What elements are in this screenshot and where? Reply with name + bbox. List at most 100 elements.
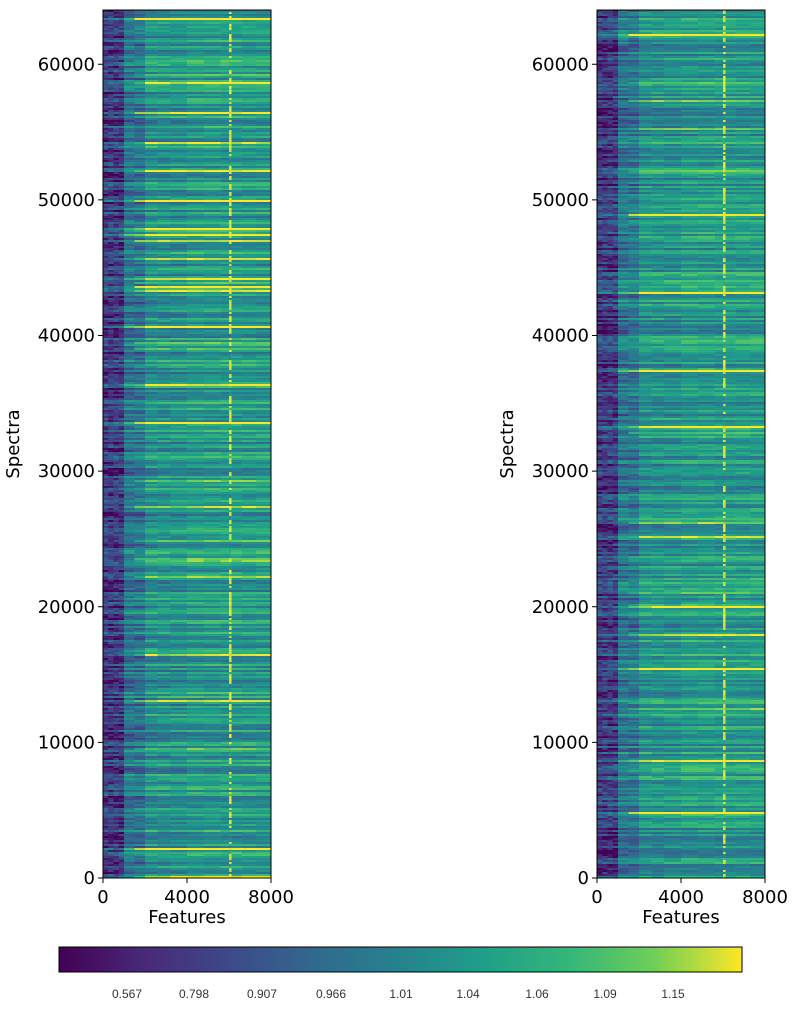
heatmap-cell [170,192,188,195]
heatmap-cell [118,404,125,407]
heatmap-cell [220,504,230,507]
heatmap-cell [103,496,109,499]
heatmap-cell [170,142,188,145]
heatmap-cell [187,136,205,139]
heatmap-cell [145,430,158,433]
heatmap-cell [220,306,230,309]
heatmap-cell [220,310,230,313]
heatmap-cell [108,418,114,421]
heatmap-cell [157,158,171,161]
heatmap-cell [124,398,135,401]
heatmap-cell [108,504,114,507]
heatmap-cell [220,10,230,13]
heatmap-cell [256,526,272,529]
heatmap-cell [203,48,221,51]
heatmap-cell [220,76,230,79]
heatmap-cell [124,230,135,233]
heatmap-cell [103,42,109,45]
heatmap-cell [124,480,135,483]
heatmap-cell [108,498,114,501]
heatmap-cell [157,494,171,497]
heatmap-cell [113,432,120,435]
heatmap-cell [113,170,120,173]
heatmap-cell-bright [229,86,232,89]
spectrum-row [103,166,272,169]
heatmap-cell [187,322,205,325]
heatmap-cell [124,498,135,501]
heatmap-cell [134,12,146,15]
heatmap-cell [157,384,171,387]
heatmap-cell [256,84,272,87]
heatmap-cell [113,298,120,301]
heatmap-cell [145,424,158,427]
heatmap-cell [220,308,230,311]
heatmap-cell [118,130,125,133]
heatmap-cell [157,332,171,335]
heatmap-cell [220,552,230,555]
heatmap-cell [103,96,109,99]
heatmap-cell [113,514,120,517]
heatmap-cell [187,506,205,509]
heatmap-cell [113,342,120,345]
heatmap-cell [157,414,171,417]
heatmap-cell [203,306,221,309]
heatmap-cell [256,362,272,365]
heatmap-cell [108,92,114,95]
heatmap-cell [124,24,135,27]
heatmap-cell [256,378,272,381]
heatmap-cell [187,464,205,467]
heatmap-cell [220,494,230,497]
heatmap-cell [170,476,188,479]
heatmap-cell [231,126,242,129]
heatmap-cell [157,270,171,273]
heatmap-cell [124,388,135,391]
heatmap-cell [118,252,125,255]
heatmap-cell [157,374,171,377]
heatmap-cell [187,522,205,525]
heatmap-cell [157,444,171,447]
heatmap-cell [229,544,232,547]
heatmap-cell [134,498,146,501]
heatmap-cell [241,326,257,329]
heatmap-cell [113,486,120,489]
heatmap-cell [241,430,257,433]
heatmap-cell [118,36,125,39]
heatmap-cell [118,166,125,169]
heatmap-cell [203,212,221,215]
heatmap-cell [231,504,242,507]
heatmap-cell [113,424,120,427]
heatmap-cell [118,58,125,61]
heatmap-cell [170,94,188,97]
heatmap-cell [145,180,158,183]
heatmap-cell [145,250,158,253]
heatmap-cell [241,214,257,217]
heatmap-cell [203,438,221,441]
heatmap-cell [241,400,257,403]
heatmap-cell [108,560,114,563]
heatmap-cell [256,300,272,303]
heatmap-cell [229,348,232,351]
heatmap-cell [220,430,230,433]
heatmap-cell [134,282,146,285]
heatmap-cell [157,318,171,321]
heatmap-cell [220,330,230,333]
heatmap-cell [145,562,158,565]
heatmap-cell [170,548,188,551]
heatmap-cell [203,222,221,225]
heatmap-cell [113,30,120,33]
heatmap-cell [113,306,120,309]
spectrum-row [103,106,272,109]
spectrum-row [103,530,272,533]
heatmap-cell [113,420,120,423]
spectrum-row [103,264,272,267]
spectrum-row [103,432,272,435]
heatmap-cell [220,136,230,139]
heatmap-cell [157,210,171,213]
spectrum-row [103,318,272,321]
heatmap-cell [145,452,158,455]
heatmap-cell [145,114,158,117]
heatmap-cell [170,306,188,309]
heatmap-cell [220,496,230,499]
heatmap-cell [231,528,242,531]
heatmap-cell [187,404,205,407]
